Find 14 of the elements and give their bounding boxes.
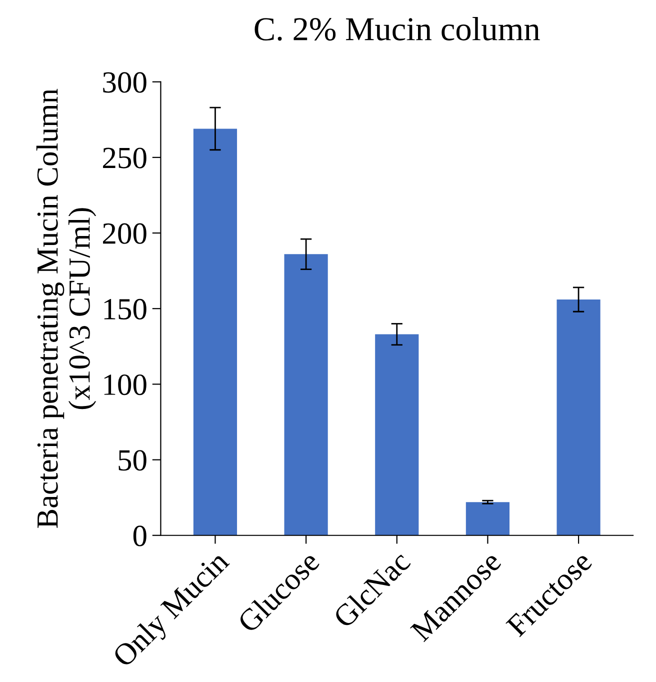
y-tick-label: 250	[103, 148, 146, 168]
bar	[284, 254, 328, 536]
bar	[466, 502, 510, 536]
bar	[375, 334, 419, 536]
bar	[556, 300, 600, 536]
y-tick-label: 300	[103, 72, 146, 93]
chart-title: C. 2% Mucin column	[254, 17, 540, 41]
y-tick-label: 0	[133, 526, 146, 546]
y-axis-title: Bacteria penetrating Mucin Column (x10^3 CFU/ml)	[36, 88, 96, 528]
y-tick-label: 100	[104, 374, 146, 396]
y-tick-label: 200	[103, 223, 146, 244]
y-tick-label: 50	[118, 450, 146, 471]
y-tick-label: 150	[104, 298, 146, 320]
bar	[193, 128, 238, 536]
